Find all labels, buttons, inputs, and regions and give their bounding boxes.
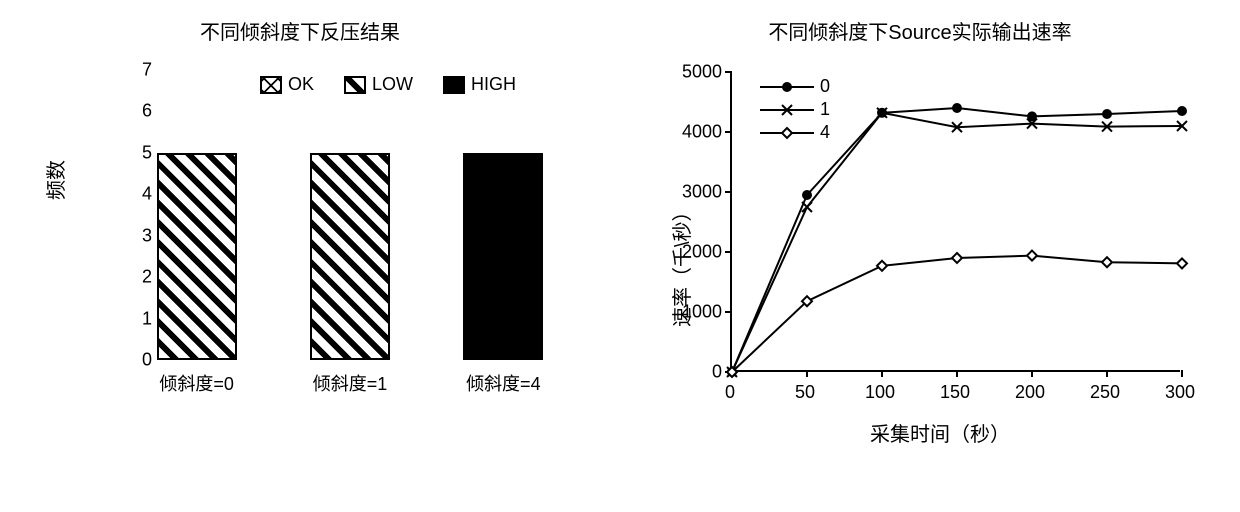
bar-2 <box>463 153 543 360</box>
bar-y-tick-label: 4 <box>118 184 152 205</box>
bar-0 <box>157 153 237 360</box>
bar-y-tick-label: 7 <box>118 60 152 81</box>
bar-y-tick-label: 3 <box>118 225 152 246</box>
bar-y-tick-label: 0 <box>118 350 152 371</box>
bar-chart-plot: 01234567倾斜度=0倾斜度=1倾斜度=4 <box>120 70 580 360</box>
line-y-tick-label: 2000 <box>664 242 722 263</box>
bar-x-label-0: 倾斜度=0 <box>127 370 267 396</box>
bar-chart-area: 01234567倾斜度=0倾斜度=1倾斜度=4 <box>80 70 580 410</box>
line-x-tick-label: 150 <box>930 382 980 403</box>
line-y-tick-label: 5000 <box>664 62 722 83</box>
line-chart-plot <box>730 72 1180 372</box>
line-x-tick-label: 300 <box>1155 382 1205 403</box>
line-y-tick-label: 1000 <box>664 302 722 323</box>
line-chart-title: 不同倾斜度下Source实际输出速率 <box>600 0 1240 51</box>
line-y-tick-label: 4000 <box>664 122 722 143</box>
line-chart-svg <box>732 72 1182 372</box>
bar-chart-title: 不同倾斜度下反压结果 <box>0 0 600 51</box>
line-x-tick-label: 200 <box>1005 382 1055 403</box>
bar-chart-panel: 不同倾斜度下反压结果 频数 OK LOW HIGH 01234567倾斜度=0倾… <box>0 0 600 512</box>
line-x-tick-label: 50 <box>780 382 830 403</box>
line-chart-panel: 不同倾斜度下Source实际输出速率 0 1 4 速率（千\秒） 采集时间（秒）… <box>600 0 1240 512</box>
line-x-tick-label: 100 <box>855 382 905 403</box>
bar-y-tick-label: 1 <box>118 308 152 329</box>
line-x-tick-label: 250 <box>1080 382 1130 403</box>
bar-y-tick-label: 5 <box>118 142 152 163</box>
line-y-tick-label: 3000 <box>664 182 722 203</box>
bar-y-tick-label: 2 <box>118 267 152 288</box>
line-y-tick-label: 0 <box>664 362 722 383</box>
bar-x-label-1: 倾斜度=1 <box>280 370 420 396</box>
line-chart-area: 速率（千\秒） 采集时间（秒） 010002000300040005000050… <box>660 62 1220 462</box>
bar-x-label-2: 倾斜度=4 <box>433 370 573 396</box>
bar-chart-y-label: 频数 <box>40 160 69 200</box>
line-x-tick-label: 0 <box>705 382 755 403</box>
bar-1 <box>310 153 390 360</box>
bar-y-tick-label: 6 <box>118 101 152 122</box>
line-chart-x-label: 采集时间（秒） <box>660 418 1220 447</box>
